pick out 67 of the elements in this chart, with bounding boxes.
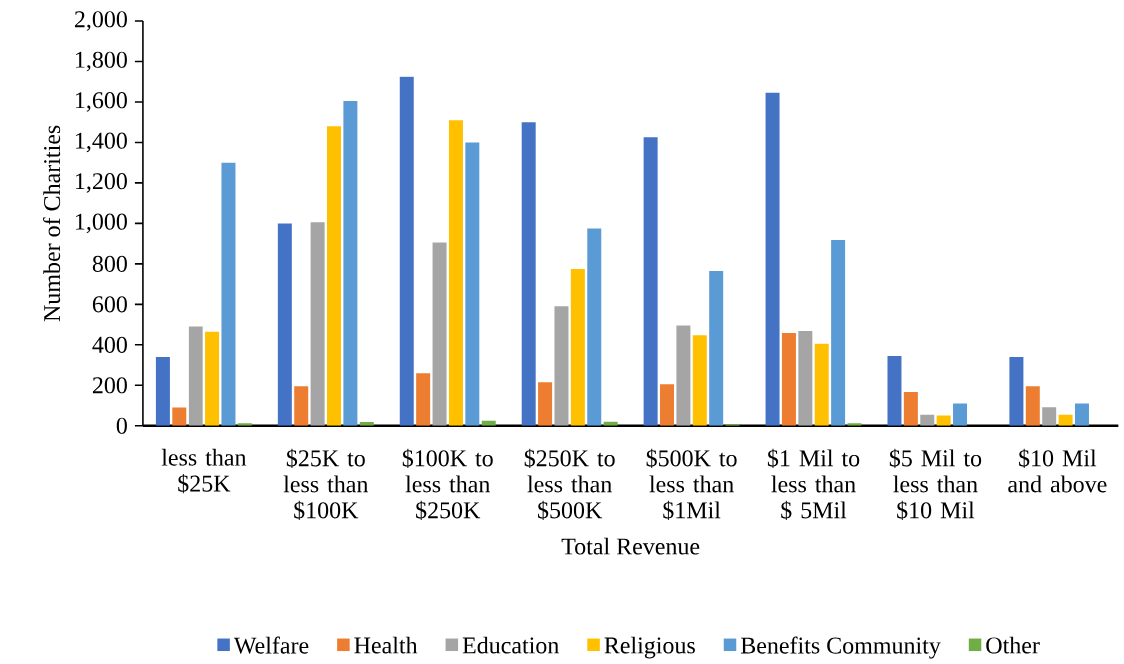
bar [709,270,724,426]
bar [277,223,292,426]
y-tick-label: 1,400 [75,132,127,153]
bar [1009,356,1024,426]
bar [448,119,463,426]
x-tick-label: $250K to less than $500K [524,448,615,520]
bar [953,403,968,426]
bar [221,162,236,426]
bar [465,142,480,426]
bar [294,386,309,426]
bar [831,239,846,426]
x-tick-label: $10 Mil and above [1008,448,1107,493]
x-tick-label: $1 Mil to less than $ 5Mil [767,448,860,520]
bar [903,391,918,426]
y-tick-label: 1,600 [75,91,127,112]
y-tick-label: 800 [92,255,127,272]
bar [416,372,431,426]
bar [155,356,170,426]
bar [765,92,780,426]
y-tick-label: 400 [92,336,127,353]
bar [676,325,691,426]
bar [1025,386,1040,426]
bar [643,137,658,426]
bar [188,326,203,426]
bar [327,126,341,426]
bar [343,100,358,426]
y-tick-label: 1,200 [75,172,127,193]
bar [1074,403,1089,426]
bar [521,121,536,426]
x-tick-label: less than $25K [161,448,247,494]
bar [814,343,829,426]
x-tick-label: $100K to less than $250K [402,448,493,520]
y-tick-label: 1,000 [75,213,127,234]
legend-label: Education [462,636,559,654]
x-axis-title: Total Revenue [561,537,700,555]
bar [205,331,220,426]
bar [1042,406,1057,426]
legend-label: Health [354,636,418,654]
bar [172,407,187,426]
bar [920,414,935,426]
bar [554,306,569,426]
bar [432,242,447,426]
y-axis-title: Number of Charities [43,125,61,322]
x-tick-label: $5 Mil to less than $10 Mil [889,448,982,520]
bar [936,415,951,426]
y-tick-label: 2,000 [74,10,127,31]
bar [1058,414,1073,426]
x-tick-label: $25K to less than $100K [283,448,369,520]
bar [798,330,813,426]
bar [660,384,675,426]
bar [692,335,707,426]
legend-label: Welfare [233,636,309,654]
bar [399,76,414,426]
legend-label: Other [986,636,1040,654]
bar [587,228,602,426]
y-tick-label: 200 [92,376,127,394]
legend-label: Religious [604,636,695,659]
bar [570,268,585,426]
legend-label: Benefits Community [740,636,941,659]
bar [781,332,796,426]
x-tick-label: $500K to less than $1Mil [646,448,737,520]
y-tick-label: 600 [92,296,127,313]
bar [310,222,325,426]
bar [887,355,902,426]
y-tick-label: 0 [116,417,127,434]
y-tick-label: 1,800 [75,51,127,72]
bar [538,382,553,426]
